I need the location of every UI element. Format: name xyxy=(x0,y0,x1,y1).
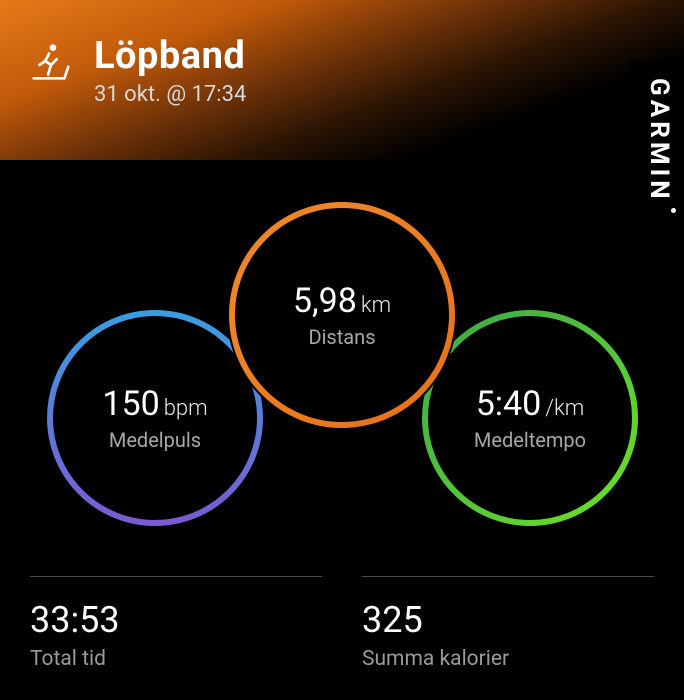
total-time-label: Total tid xyxy=(30,647,322,671)
calories-value: 325 xyxy=(362,599,654,641)
pace-label: Medeltempo xyxy=(474,428,586,452)
heart-rate-number: 150 xyxy=(102,384,159,424)
pace-number: 5:40 xyxy=(476,384,542,424)
title-block: Löpband 31 okt. @ 17:34 xyxy=(94,34,246,107)
distance-value: 5,98km xyxy=(293,281,391,321)
distance-unit: km xyxy=(361,293,391,318)
total-time-value: 33:53 xyxy=(30,599,322,641)
treadmill-icon xyxy=(28,40,74,86)
heart-rate-label: Medelpuls xyxy=(109,428,201,452)
metric-rings: 150bpm Medelpuls 5:40/km Medeltempo xyxy=(0,170,684,550)
total-time-stat: 33:53 Total tid xyxy=(30,576,322,671)
pace-value: 5:40/km xyxy=(476,384,585,424)
distance-ring: 5,98km Distans xyxy=(227,200,457,430)
header-banner: Löpband 31 okt. @ 17:34 GARMIN xyxy=(0,0,684,160)
distance-label: Distans xyxy=(308,325,375,349)
bottom-stats: 33:53 Total tid 325 Summa kalorier xyxy=(0,576,684,671)
distance-number: 5,98 xyxy=(293,281,357,321)
calories-stat: 325 Summa kalorier xyxy=(362,576,654,671)
header-content: Löpband 31 okt. @ 17:34 xyxy=(0,0,684,107)
pace-unit: /km xyxy=(545,396,584,421)
activity-datetime: 31 okt. @ 17:34 xyxy=(94,82,246,107)
heart-rate-value: 150bpm xyxy=(102,384,207,424)
activity-title: Löpband xyxy=(94,34,246,78)
heart-rate-unit: bpm xyxy=(164,396,208,421)
calories-label: Summa kalorier xyxy=(362,647,654,671)
